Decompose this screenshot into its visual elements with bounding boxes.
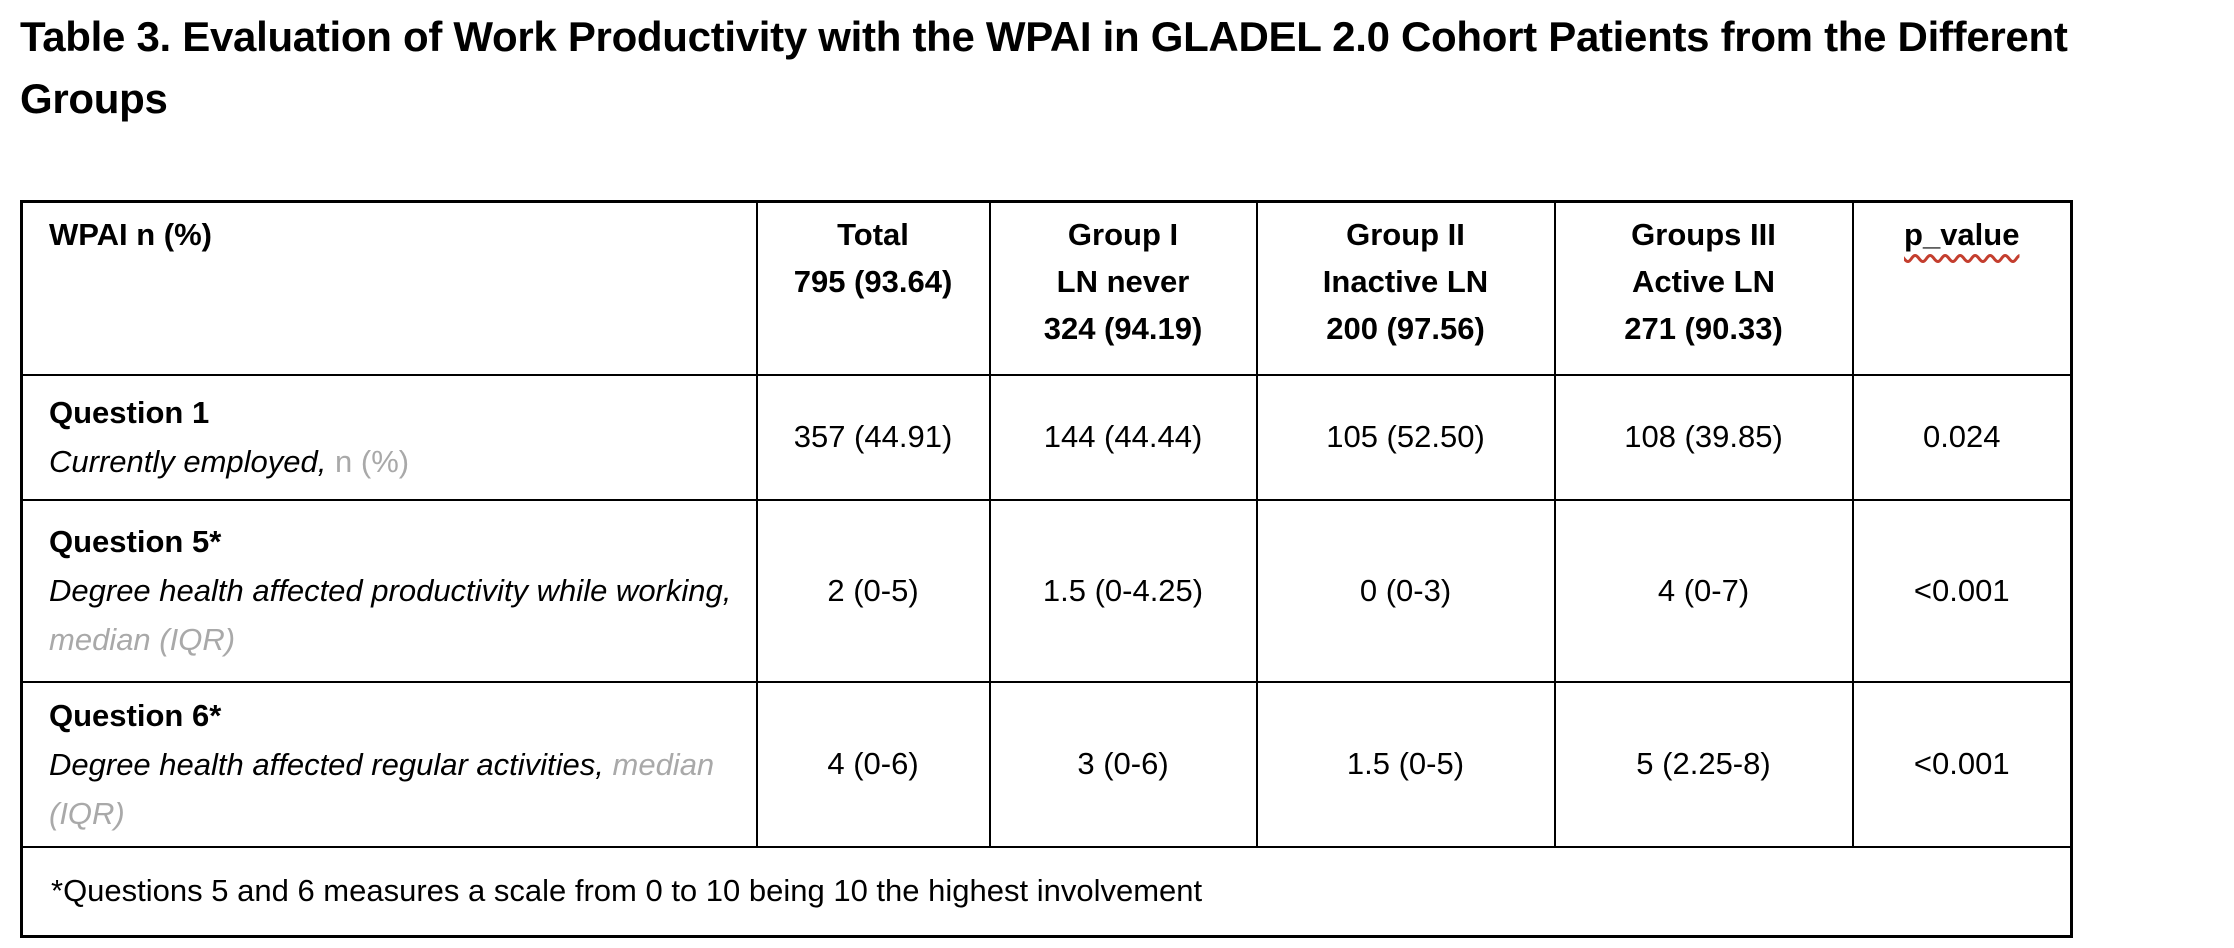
question-cell: Question 1 Currently employed, n (%)	[20, 373, 758, 501]
header-total-line2: 795 (93.64)	[793, 264, 953, 299]
header-group3-line1: Groups III	[1631, 217, 1776, 252]
header-group2-line1: Group II	[1346, 217, 1465, 252]
value-cell-group1: 144 (44.44)	[988, 373, 1258, 501]
value-cell-group2: 0 (0-3)	[1255, 498, 1556, 683]
value-cell-group2: 1.5 (0-5)	[1255, 680, 1556, 848]
header-group2-line2: Inactive LN	[1322, 264, 1489, 299]
pvalue-label: p_value	[1904, 217, 2020, 252]
header-group3-line3: 271 (90.33)	[1624, 311, 1783, 346]
header-total-line1: Total	[837, 217, 909, 252]
header-group1-line2: LN never	[1056, 264, 1190, 299]
value-cell-total: 357 (44.91)	[755, 373, 991, 501]
value-cell-group1: 1.5 (0-4.25)	[988, 498, 1258, 683]
header-cell-group3: Groups III Active LN 271 (90.33)	[1553, 200, 1854, 376]
header-group1-line1: Group I	[1067, 217, 1179, 252]
question-description: Degree health affected productivity whil…	[49, 573, 732, 657]
table-row-question-1: Question 1 Currently employed, n (%) 357…	[20, 373, 2073, 501]
value-cell-group1: 3 (0-6)	[988, 680, 1258, 848]
value-cell-group2: 105 (52.50)	[1255, 373, 1556, 501]
header-wpai-label: WPAI n (%)	[49, 217, 213, 252]
value-cell-pvalue: <0.001	[1851, 680, 2073, 848]
footnote-row: *Questions 5 and 6 measures a scale from…	[20, 845, 2073, 938]
value-cell-total: 4 (0-6)	[755, 680, 991, 848]
table-title-line-1: Table 3. Evaluation of Work Productivity…	[20, 13, 2068, 60]
header-cell-total: Total 795 (93.64)	[755, 200, 991, 376]
header-cell-group1: Group I LN never 324 (94.19)	[988, 200, 1258, 376]
wpai-table: WPAI n (%) Total 795 (93.64) Group I LN …	[20, 200, 2073, 938]
header-cell-group2: Group II Inactive LN 200 (97.56)	[1255, 200, 1556, 376]
value-cell-pvalue: 0.024	[1851, 373, 2073, 501]
table-row-question-6: Question 6* Degree health affected regul…	[20, 680, 2073, 848]
header-group2-line3: 200 (97.56)	[1326, 311, 1485, 346]
header-row: WPAI n (%) Total 795 (93.64) Group I LN …	[20, 200, 2073, 376]
value-cell-group3: 4 (0-7)	[1553, 498, 1854, 683]
question-description: Degree health affected regular activitie…	[49, 746, 715, 831]
question-label: Question 5*	[49, 524, 222, 559]
value-cell-total: 2 (0-5)	[755, 498, 991, 683]
value-cell-group3: 5 (2.25-8)	[1553, 680, 1854, 848]
value-cell-group3: 108 (39.85)	[1553, 373, 1854, 501]
header-group3-line2: Active LN	[1632, 264, 1775, 299]
header-group1-line3: 324 (94.19)	[1043, 311, 1203, 346]
table-title: Table 3. Evaluation of Work Productivity…	[20, 6, 2225, 130]
table-row-question-5: Question 5* Degree health affected produ…	[20, 498, 2073, 683]
value-cell-pvalue: <0.001	[1851, 498, 2073, 683]
table-title-line-2: Groups	[20, 75, 168, 122]
question-label: Question 6*	[49, 697, 222, 733]
header-cell-pvalue: p_value	[1851, 200, 2073, 376]
question-cell: Question 6* Degree health affected regul…	[20, 680, 758, 848]
question-label: Question 1	[49, 395, 210, 430]
header-cell-wpai: WPAI n (%)	[20, 200, 758, 376]
question-cell: Question 5* Degree health affected produ…	[20, 498, 758, 683]
question-description: Currently employed, n (%)	[49, 444, 410, 479]
footnote-cell: *Questions 5 and 6 measures a scale from…	[20, 845, 2073, 938]
